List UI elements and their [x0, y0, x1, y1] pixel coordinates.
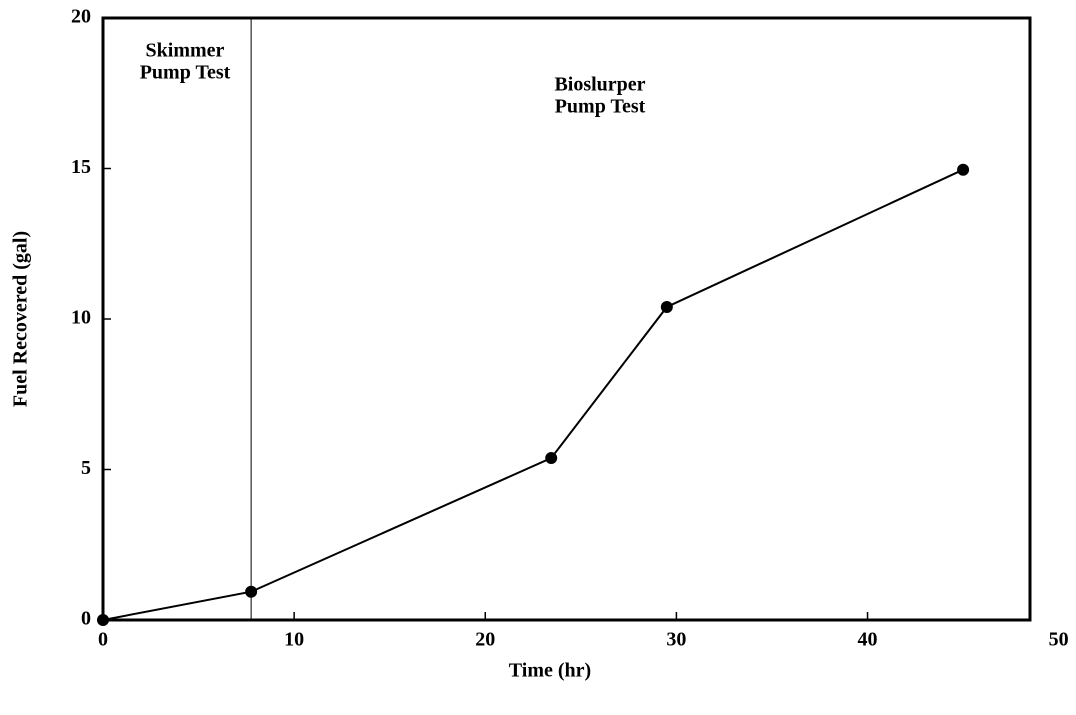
- point: [245, 585, 258, 598]
- x-tick-label: 0: [98, 629, 108, 651]
- y-tick-label: 15: [71, 156, 91, 178]
- point: [957, 163, 970, 176]
- x-tick-label: 10: [284, 629, 304, 651]
- y-tick-label: 10: [71, 307, 91, 329]
- y-tick-label: 20: [71, 6, 91, 28]
- line: [102, 168, 964, 621]
- annotation: Bioslurper: [554, 74, 645, 96]
- point: [545, 452, 558, 465]
- y-tick-label: 5: [81, 457, 91, 479]
- annotation: Skimmer: [146, 40, 225, 62]
- point: [97, 614, 109, 626]
- y-tick-label: 0: [81, 608, 91, 630]
- x-tick-label: 50: [1049, 629, 1069, 651]
- y-axis-label: Fuel Recovered (gal): [10, 231, 32, 407]
- annotation: Pump Test: [555, 96, 646, 118]
- x-tick-label: 40: [858, 629, 878, 651]
- x-tick-label: 20: [475, 629, 495, 651]
- point: [660, 300, 673, 313]
- x-tick-label: 30: [666, 629, 686, 651]
- annotation: Pump Test: [140, 62, 231, 84]
- x-axis-label: Time (hr): [509, 660, 591, 682]
